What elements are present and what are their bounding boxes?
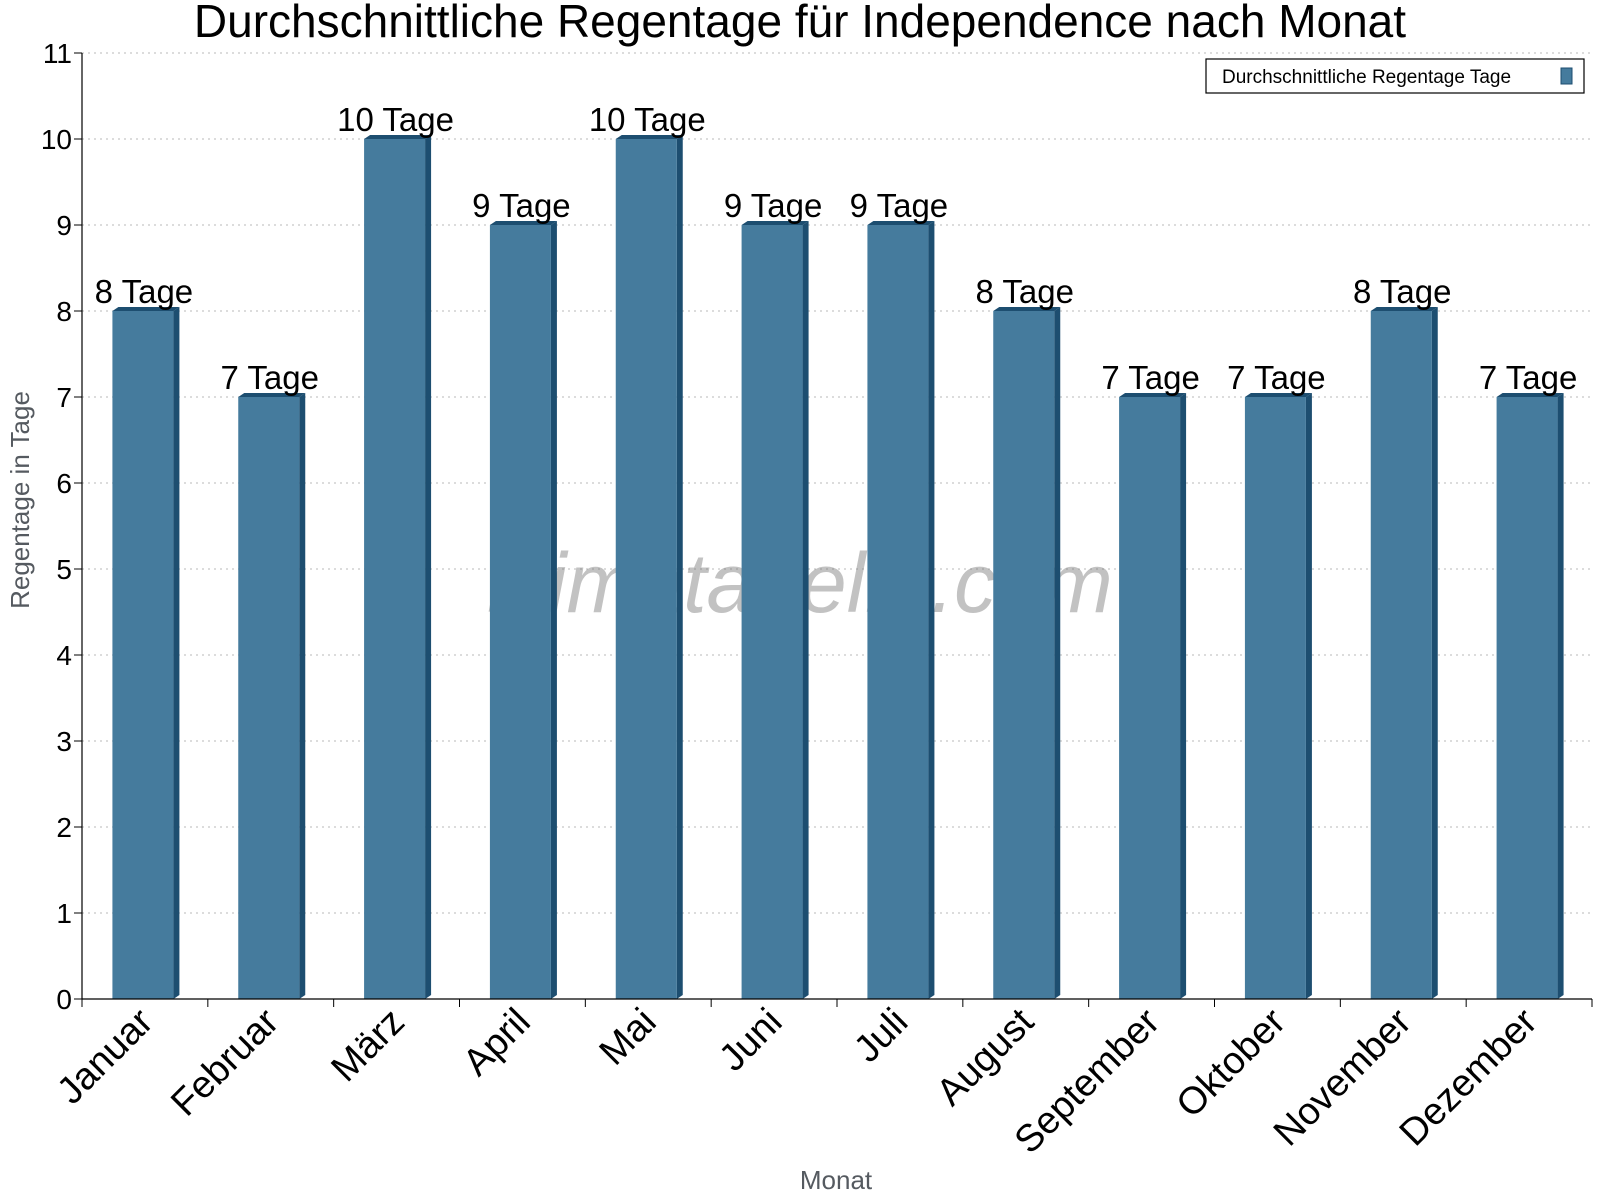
legend-swatch	[1560, 67, 1573, 85]
bar-face	[993, 311, 1055, 999]
data-label: 7 Tage	[1227, 359, 1325, 396]
y-tick-label: 0	[56, 984, 72, 1015]
y-tick-label: 4	[56, 640, 72, 671]
axes	[74, 52, 1593, 1007]
x-tick-label: Mai	[592, 1001, 665, 1074]
bar-top	[993, 307, 1061, 311]
data-label: 10 Tage	[589, 101, 706, 138]
bar-face	[615, 139, 677, 999]
bar-top	[238, 393, 306, 397]
data-label: 7 Tage	[1479, 359, 1577, 396]
bar-face	[112, 311, 174, 999]
y-tick-label: 10	[41, 124, 72, 155]
x-tick-label: Januar	[49, 1000, 161, 1112]
bar-november	[1370, 307, 1438, 999]
bar-face	[1370, 311, 1432, 999]
bar-face	[1244, 397, 1306, 999]
bar-face	[1496, 397, 1558, 999]
bars	[112, 135, 1564, 999]
y-tick-label: 6	[56, 468, 72, 499]
bar-januar	[112, 307, 180, 999]
x-tick-label: November	[1266, 1000, 1420, 1154]
y-tick-labels: 0 1 2 3 4 5 6 7 8 9 10 11	[41, 38, 72, 1015]
y-tick-label: 1	[56, 898, 72, 929]
bar-top	[1370, 307, 1438, 311]
x-tick-label: April	[455, 1001, 538, 1084]
x-tick-label: Oktober	[1169, 1000, 1295, 1126]
x-tick-label: Juni	[711, 1001, 790, 1080]
bar-top	[867, 221, 935, 225]
data-label: 9 Tage	[724, 187, 822, 224]
legend-box	[1205, 58, 1585, 94]
bar-face	[238, 397, 300, 999]
bar-side	[928, 221, 935, 999]
bar-august	[993, 307, 1061, 999]
data-label: 8 Tage	[95, 273, 193, 310]
bar-side	[1557, 393, 1564, 999]
bar-face	[867, 225, 929, 999]
chart-title: Durchschnittliche Regentage für Independ…	[194, 0, 1406, 47]
x-tick-labels: Januar Februar März April Mai Juni Juli AugustS…	[49, 1000, 1545, 1161]
data-label: 7 Tage	[221, 359, 319, 396]
bar-side	[173, 307, 180, 999]
bar-september	[1119, 393, 1187, 999]
data-label: 8 Tage	[976, 273, 1074, 310]
bar-februar	[238, 393, 306, 999]
bar-face	[364, 139, 426, 999]
bar-top	[1244, 393, 1312, 397]
data-label: 8 Tage	[1353, 273, 1451, 310]
bar-side	[299, 393, 306, 999]
bar-juni	[741, 221, 809, 999]
bar-face	[741, 225, 803, 999]
bar-april	[489, 221, 557, 999]
bar-top	[364, 135, 432, 139]
bar-top	[1119, 393, 1187, 397]
y-tick-label: 3	[56, 726, 72, 757]
data-label: 9 Tage	[472, 187, 570, 224]
bar-top	[741, 221, 809, 225]
legend: Durchschnittliche Regentage Tage	[1205, 58, 1585, 94]
bar-dezember	[1496, 393, 1564, 999]
x-tick-label: Juli	[846, 1001, 916, 1071]
bar-top	[615, 135, 683, 139]
bar-side	[802, 221, 809, 999]
bar-oktober	[1244, 393, 1312, 999]
data-label: 7 Tage	[1101, 359, 1199, 396]
gridlines	[82, 52, 1592, 914]
data-label: 9 Tage	[850, 187, 948, 224]
data-label: 10 Tage	[337, 101, 454, 138]
y-tick-label: 11	[43, 38, 72, 69]
bar-top	[1496, 393, 1564, 397]
bar-juli	[867, 221, 935, 999]
bar-side	[425, 135, 432, 999]
bar-face	[1119, 397, 1181, 999]
x-tick-label: August	[929, 1000, 1043, 1114]
bar-side	[676, 135, 683, 999]
y-axis-label: Regentage in Tage	[5, 391, 35, 609]
y-tick-label: 5	[56, 554, 72, 585]
bar-märz	[364, 135, 432, 999]
y-tick-label: 7	[56, 382, 72, 413]
bar-side	[550, 221, 557, 999]
data-labels: 8 Tage 7 Tage 10 Tage 9 Tage 10 Tage 9 Tage 9 …	[95, 101, 1578, 396]
x-tick-label: Februar	[163, 1000, 287, 1124]
bar-face	[489, 225, 551, 999]
x-tick-label: März	[324, 1001, 413, 1090]
bar-top	[112, 307, 180, 311]
bar-side	[1305, 393, 1312, 999]
x-axis-label: Monat	[800, 1165, 873, 1195]
y-tick-label: 8	[56, 296, 72, 327]
x-tick-label: Dezember	[1392, 1000, 1546, 1154]
bar-side	[1054, 307, 1061, 999]
bar-side	[1180, 393, 1187, 999]
bar-side	[1431, 307, 1438, 999]
bar-top	[489, 221, 557, 225]
legend-label: Durchschnittliche Regentage Tage	[1222, 67, 1511, 88]
y-tick-label: 9	[56, 210, 72, 241]
y-tick-label: 2	[56, 812, 72, 843]
bar-mai	[615, 135, 683, 999]
